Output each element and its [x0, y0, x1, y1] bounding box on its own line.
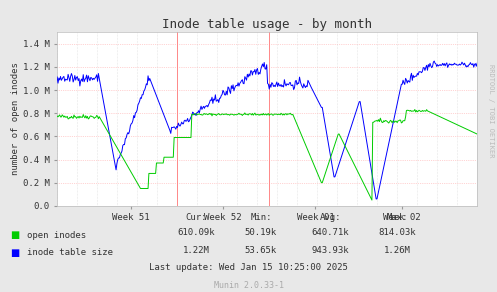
- Text: Last update: Wed Jan 15 10:25:00 2025: Last update: Wed Jan 15 10:25:00 2025: [149, 263, 348, 272]
- Title: Inode table usage - by month: Inode table usage - by month: [162, 18, 372, 31]
- Text: Min:: Min:: [250, 213, 272, 223]
- Text: 1.22M: 1.22M: [183, 246, 210, 255]
- Text: open inodes: open inodes: [27, 231, 86, 239]
- Text: 50.19k: 50.19k: [245, 228, 277, 237]
- Text: 1.26M: 1.26M: [384, 246, 411, 255]
- Text: inode table size: inode table size: [27, 248, 113, 257]
- Text: Avg:: Avg:: [320, 213, 341, 223]
- Text: ■: ■: [10, 230, 19, 240]
- Text: RRDTOOL / TOBI OETIKER: RRDTOOL / TOBI OETIKER: [488, 64, 494, 158]
- Text: 814.03k: 814.03k: [379, 228, 416, 237]
- Text: Cur:: Cur:: [185, 213, 207, 223]
- Text: 610.09k: 610.09k: [177, 228, 215, 237]
- Text: 53.65k: 53.65k: [245, 246, 277, 255]
- Y-axis label: number of open inodes: number of open inodes: [11, 62, 20, 175]
- Text: Munin 2.0.33-1: Munin 2.0.33-1: [214, 281, 283, 290]
- Text: 640.71k: 640.71k: [312, 228, 349, 237]
- Text: Max:: Max:: [387, 213, 409, 223]
- Text: ■: ■: [10, 248, 19, 258]
- Text: 943.93k: 943.93k: [312, 246, 349, 255]
